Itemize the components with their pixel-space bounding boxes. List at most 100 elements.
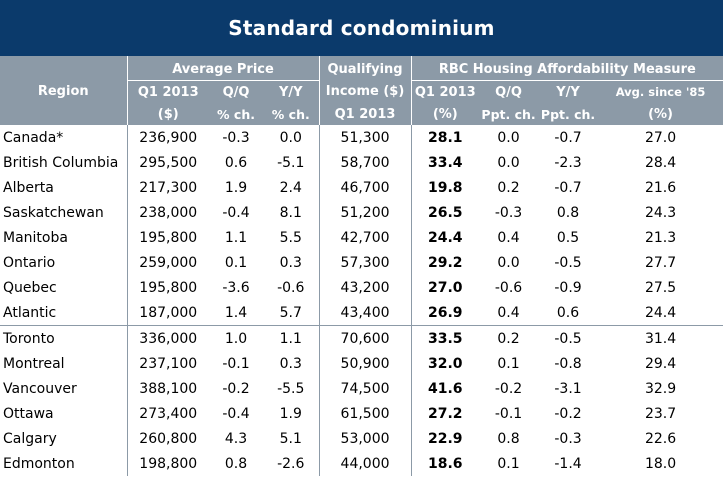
affordability-q1: 18.6	[410, 451, 480, 476]
avg-price: 388,100	[126, 376, 209, 401]
table-row: Ontario 259,000 0.1 0.3 57,300 29.2 0.0 …	[0, 250, 723, 275]
qualifying-income: 61,500	[318, 401, 412, 426]
header-rbc-q1-unit: (%)	[410, 103, 480, 125]
price-qq-change: 4.3	[224, 430, 248, 447]
affordability-qq-change: 0.2	[497, 179, 520, 196]
avg-price: 195,800	[126, 275, 209, 300]
table-row: Canada* 236,900 -0.3 0.0 51,300 28.1 0.0…	[0, 125, 723, 150]
affordability-avg-since-85: 31.4	[598, 325, 723, 351]
price-yy-change: 0.3	[279, 254, 302, 271]
affordability-avg-since-85: 28.4	[644, 154, 677, 171]
region-name: Calgary	[3, 430, 57, 447]
header-rbc-avg: Avg. since '85	[598, 80, 723, 103]
qualifying-income: 42,700	[318, 225, 412, 250]
price-yy-change: -5.5	[277, 380, 305, 397]
table-row: Edmonton 198,800 0.8 -2.6 44,000 18.6 0.…	[0, 451, 723, 476]
qualifying-income: 51,300	[318, 125, 412, 150]
table-row: Toronto 336,000 1.0 1.1 70,600 33.5 0.2 …	[0, 325, 723, 351]
avg-price: 238,000	[126, 200, 209, 225]
affordability-q1: 22.9	[410, 426, 480, 451]
avg-price: 195,800	[126, 225, 209, 250]
avg-price: 295,500	[126, 150, 209, 175]
region-name: Atlantic	[3, 304, 57, 321]
price-qq-change: -0.3	[222, 129, 250, 146]
table-body: Canada* 236,900 -0.3 0.0 51,300 28.1 0.0…	[0, 125, 723, 476]
header-avg-qq-unit: % ch.	[209, 103, 263, 125]
header-rbc-yy-unit: Ppt. ch.	[538, 103, 599, 125]
avg-price: 237,100	[126, 351, 209, 376]
header-qualifying-income-line1: Qualifying	[318, 56, 412, 81]
table-row: Calgary 260,800 4.3 5.1 53,000 22.9 0.8 …	[0, 426, 723, 451]
avg-price: 217,300	[126, 175, 209, 200]
header-avg-yy: Y/Y	[263, 80, 320, 103]
affordability-avg-since-85: 27.5	[644, 279, 677, 296]
price-yy-change: -5.1	[277, 154, 305, 171]
header-rbc-q1: Q1 2013	[410, 80, 480, 103]
affordability-q1: 29.2	[410, 250, 480, 275]
affordability-avg-since-85: 21.6	[644, 179, 677, 196]
affordability-yy-change: -0.3	[554, 430, 582, 447]
avg-price: 236,900	[126, 125, 209, 150]
affordability-yy-change: 0.8	[556, 204, 580, 221]
affordability-q1: 33.4	[410, 150, 480, 175]
qualifying-income: 57,300	[318, 250, 412, 275]
affordability-qq-change: 0.2	[479, 325, 539, 351]
region-name: Vancouver	[3, 380, 77, 397]
header-rbc-affordability: RBC Housing Affordability Measure	[410, 56, 723, 81]
affordability-avg-since-85: 27.0	[644, 129, 677, 146]
affordability-q1: 33.5	[410, 325, 480, 351]
affordability-yy-change: -2.3	[554, 154, 582, 171]
header-rbc-yy: Y/Y	[538, 80, 599, 103]
header-rbc-avg-unit: (%)	[598, 103, 723, 125]
affordability-qq-change: -0.3	[494, 204, 523, 221]
affordability-avg-since-85: 23.7	[644, 405, 677, 422]
price-qq-change: 1.0	[209, 325, 263, 351]
affordability-q1: 19.8	[410, 175, 480, 200]
region-name: Ottawa	[3, 405, 54, 422]
price-yy-change: -0.6	[277, 279, 305, 296]
avg-price: 259,000	[126, 250, 209, 275]
affordability-yy-change: 0.5	[556, 229, 580, 246]
affordability-qq-change: 0.0	[497, 254, 520, 271]
qualifying-income: 51,200	[318, 200, 412, 225]
price-qq-change: 1.9	[224, 179, 248, 196]
affordability-yy-change: -0.2	[554, 405, 582, 422]
table-row: British Columbia 295,500 0.6 -5.1 58,700…	[0, 150, 723, 175]
affordability-yy-change: -0.9	[554, 279, 582, 296]
price-yy-change: 5.7	[279, 304, 302, 321]
header-avg-yy-unit: % ch.	[263, 103, 320, 125]
region-name: Quebec	[3, 279, 57, 296]
price-yy-change: 8.1	[279, 204, 302, 221]
price-qq-change: -0.1	[222, 355, 250, 372]
table-row: Alberta 217,300 1.9 2.4 46,700 19.8 0.2 …	[0, 175, 723, 200]
price-qq-change: -3.6	[222, 279, 250, 296]
region-name: Manitoba	[3, 229, 68, 246]
affordability-q1: 27.0	[410, 275, 480, 300]
qualifying-income: 50,900	[318, 351, 412, 376]
affordability-qq-change: -0.6	[494, 279, 523, 296]
table-row: Quebec 195,800 -3.6 -0.6 43,200 27.0 -0.…	[0, 275, 723, 300]
qualifying-income: 43,400	[318, 300, 412, 326]
affordability-q1: 41.6	[410, 376, 480, 401]
affordability-yy-change: 0.6	[556, 304, 580, 321]
affordability-qq-change: 0.0	[497, 154, 520, 171]
region-name: Ontario	[3, 254, 56, 271]
table-row: Manitoba 195,800 1.1 5.5 42,700 24.4 0.4…	[0, 225, 723, 250]
header-avg-q1: Q1 2013	[126, 80, 209, 103]
affordability-yy-change: -0.8	[554, 355, 582, 372]
header-rbc-qq: Q/Q	[479, 80, 539, 103]
table-header: Region Average Price Qualifying RBC Hous…	[0, 56, 723, 125]
affordability-avg-since-85: 22.6	[644, 430, 677, 447]
header-rbc-qq-unit: Ppt. ch.	[479, 103, 539, 125]
header-region: Region	[0, 56, 127, 125]
header-average-price: Average Price	[126, 56, 320, 81]
table-row: Montreal 237,100 -0.1 0.3 50,900 32.0 0.…	[0, 351, 723, 376]
qualifying-income: 58,700	[318, 150, 412, 175]
region-name: Alberta	[3, 179, 54, 196]
affordability-q1: 27.2	[410, 401, 480, 426]
region-name: British Columbia	[3, 154, 119, 171]
qualifying-income: 70,600	[318, 325, 412, 351]
price-qq-change: -0.4	[222, 405, 250, 422]
region-name: Saskatchewan	[3, 204, 104, 221]
affordability-yy-change: -0.5	[538, 325, 599, 351]
